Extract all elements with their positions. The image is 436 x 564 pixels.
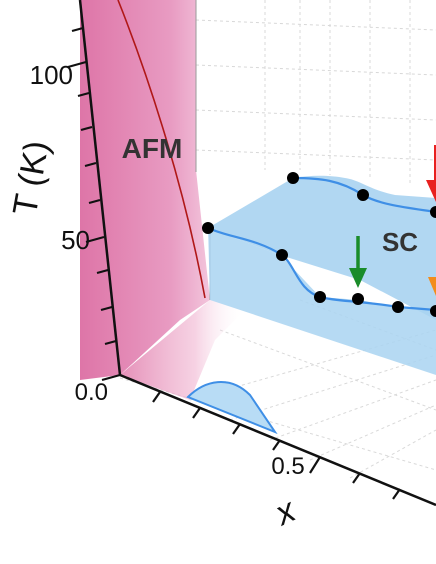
y-axis-title: T (K) [6,138,56,218]
data-point [287,172,299,184]
data-point [352,293,364,305]
back-wall-grid [195,0,436,185]
data-points [202,172,436,317]
data-point [430,206,436,218]
y-tick-label: 50 [61,225,90,255]
y-axis [78,0,436,507]
x-tick-label: 0.5 [271,453,304,480]
data-point [202,222,214,234]
afm-boundary-line [117,0,206,299]
sc-upper-surface [208,175,436,320]
y-tick-label: 100 [30,60,73,90]
afm-floor-region [120,300,245,400]
sc-floor-dome [186,381,278,435]
data-point [314,291,326,303]
data-point [357,189,369,201]
green-arrow-icon [349,236,367,288]
orange-arrow-icon [428,277,436,296]
red-arrow-icon [426,145,436,202]
y-axis-ticks [67,26,121,382]
data-point [276,249,288,261]
afm-label: AFM [122,133,183,164]
y-tick-label: 0.0 [75,379,108,406]
x-axis-ticks [152,391,401,500]
sc-label: SC [382,227,418,257]
data-point [392,301,404,313]
data-point [430,305,436,317]
x-axis-title: x [268,491,302,534]
afm-region [80,0,210,380]
